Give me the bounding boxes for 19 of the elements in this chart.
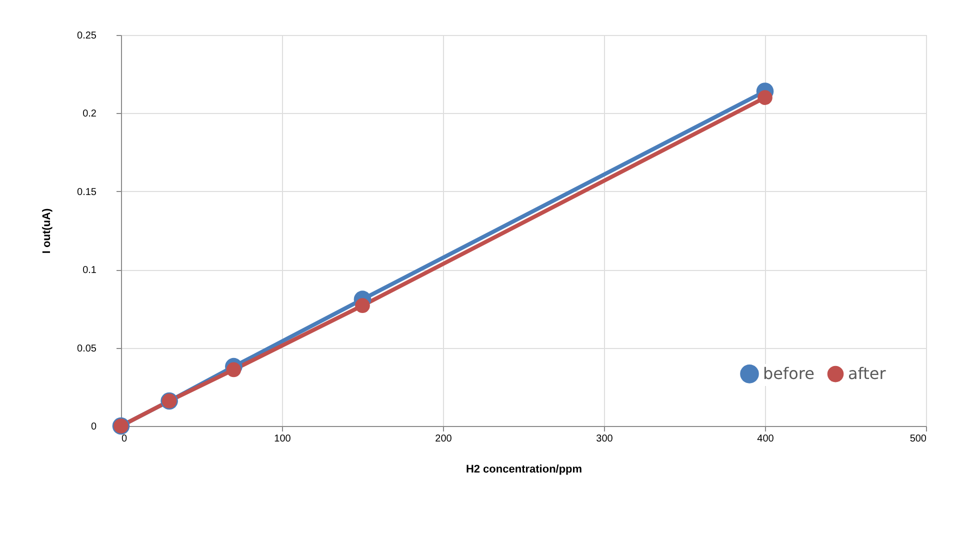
point (226, 362, 242, 378)
x-tick-label: 300 (596, 434, 614, 444)
x-tick-label: 0 (122, 434, 128, 444)
point (355, 298, 370, 313)
y-tick-label: 0.25 (77, 30, 97, 42)
x-axis-title: H2 concentration/ppm (466, 464, 582, 476)
y-tick-label: 0.2 (82, 108, 97, 120)
x-tick-label: 200 (435, 434, 452, 444)
legend-label: before (763, 364, 814, 383)
y-tick-label: 0.05 (77, 343, 97, 354)
y-tick-label: 0.1 (82, 265, 97, 276)
point (758, 90, 772, 105)
legend-label: after (848, 364, 886, 384)
y-tick-label: 0 (90, 422, 97, 432)
x-tick-label: 400 (757, 434, 774, 444)
x-tick-label: 500 (910, 434, 927, 444)
x-tick-label: 100 (274, 434, 292, 444)
y-axis-title: I out(uA) (41, 208, 54, 254)
y-tick-label: 0.15 (77, 186, 97, 198)
